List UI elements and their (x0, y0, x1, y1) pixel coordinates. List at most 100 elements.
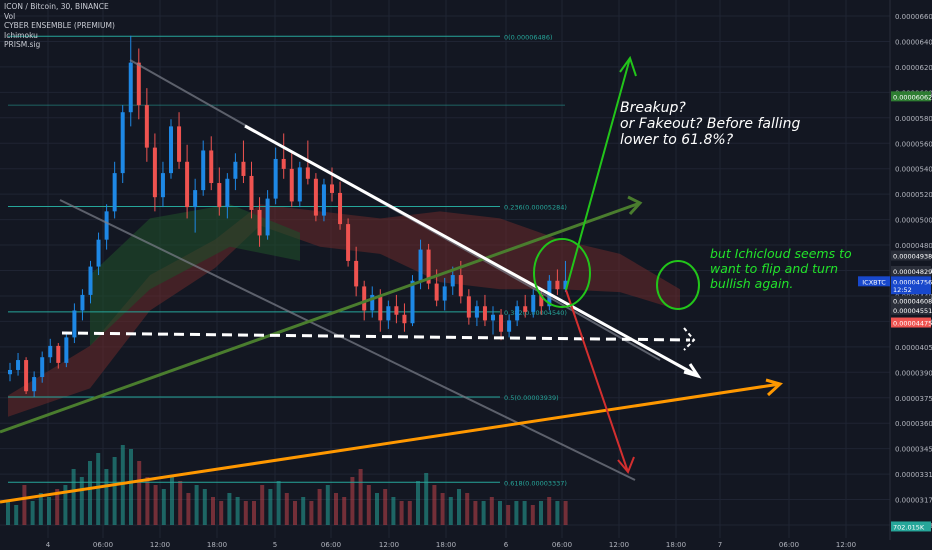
volume-bar (563, 501, 568, 525)
candle-body (346, 224, 351, 261)
support-arrowhead (683, 327, 696, 351)
candle-body (531, 294, 536, 312)
price-badge-label: 0.00004608 (893, 298, 932, 306)
indicator-prism[interactable]: PRISM.sig (4, 40, 41, 49)
candle-body (249, 175, 254, 210)
volume-bar (424, 473, 429, 525)
candle-body (104, 211, 109, 240)
white-arrowhead (683, 363, 702, 379)
x-tick-label: 12:00 (836, 541, 856, 549)
volume-bar (284, 493, 289, 525)
volume-bar (342, 497, 347, 525)
candle-body (225, 178, 230, 208)
time-axis: 4 06:00 12:00 18:00 5 06:00 12:00 18:00 6 06:00 12… (46, 541, 856, 549)
candle-body (56, 345, 61, 363)
volume-bar (30, 501, 35, 525)
volume-bar (358, 469, 363, 525)
candle-body (418, 249, 423, 281)
candle-body (321, 184, 326, 216)
volume-bar (293, 501, 297, 525)
price-badge (891, 276, 931, 287)
candle-body (144, 105, 149, 148)
indicator-vol[interactable]: Vol (4, 11, 16, 21)
candle-body (96, 239, 101, 267)
volume-bar (14, 505, 19, 525)
candle-body (80, 294, 85, 311)
candle-body (515, 306, 520, 321)
price-badge-label: 0.00004938 (893, 253, 932, 261)
volume-bar (539, 501, 543, 525)
fibonacci-levels: 0(0.00006486) 0.236(0.00005284) 0.382(0.00… (8, 33, 567, 487)
x-tick-label: 12:00 (150, 541, 170, 549)
candle-body (362, 286, 367, 311)
price-badge (891, 521, 931, 532)
candle-body (499, 314, 504, 332)
candle-body (24, 360, 29, 392)
candle-body (88, 266, 93, 295)
volume-bar (506, 505, 511, 525)
volume-bar (440, 493, 445, 525)
volume-bar (350, 477, 355, 525)
orange-arrowhead (765, 378, 783, 397)
volume-bar (219, 501, 224, 525)
candle-body (466, 296, 471, 318)
fib-label: 0.5(0.00003939) (504, 394, 559, 402)
candle-body (507, 320, 512, 332)
volume-bar (227, 493, 232, 525)
ascending-trendline (0, 201, 641, 434)
candle-body (394, 306, 399, 315)
price-badge-label: 12:52 (893, 286, 912, 294)
indicator-ichimoku[interactable]: Ichimoku (4, 30, 38, 40)
volume-bar (514, 501, 519, 525)
volume-bar (104, 469, 109, 525)
volume-bar (211, 497, 215, 525)
candle-body (370, 294, 375, 311)
volume-bar (38, 493, 43, 525)
volume-bar (235, 497, 240, 525)
candle-body (32, 377, 37, 392)
volume-bar (399, 501, 404, 525)
ichicloud-annotation: but Ichicloud seems to want to flip and … (710, 246, 852, 291)
price-badge (891, 295, 931, 306)
price-axis[interactable]: 0.000066000.000064000.000062000.00006000… (858, 0, 932, 540)
volume-bar (555, 501, 560, 525)
candle-body (434, 283, 439, 301)
fib-label: 0.236(0.00005284) (504, 204, 567, 212)
candle-body (120, 112, 125, 174)
symbol-badge-label: ICXBTC (862, 278, 886, 286)
volume-bar (178, 481, 183, 525)
candle-body (265, 198, 270, 236)
candle-body (482, 306, 487, 321)
volume-bar (243, 501, 248, 525)
volume-bars (6, 445, 568, 525)
volume-bar (522, 501, 527, 525)
volume-bar (530, 505, 535, 525)
x-tick-label: 06:00 (552, 541, 572, 549)
volume-bar (202, 489, 207, 525)
volume-bar (137, 461, 142, 525)
volume-bar (448, 497, 453, 525)
x-tick-label: 06:00 (779, 541, 799, 549)
volume-bar (145, 477, 150, 525)
volume-bar (547, 497, 552, 525)
indicator-cyber-ensemble[interactable]: CYBER ENSEMBLE (PREMIUM) (4, 21, 115, 30)
volume-bar (375, 493, 379, 525)
candle-body (410, 280, 415, 324)
candle-body (273, 158, 278, 199)
volume-bar (47, 497, 51, 525)
price-badge (891, 91, 931, 102)
candle-body (136, 62, 141, 106)
x-tick-label: 06:00 (321, 541, 341, 549)
volume-bar (334, 493, 338, 525)
candle-body (523, 306, 528, 312)
volume-bar (55, 489, 60, 525)
candle-body (539, 294, 544, 307)
